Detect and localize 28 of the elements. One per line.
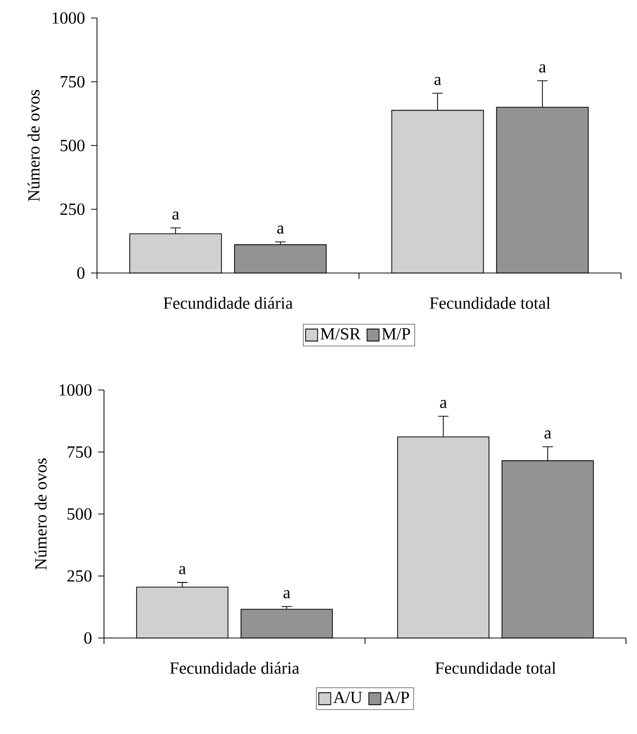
annotation: a — [284, 590, 290, 598]
annotation: a — [179, 566, 186, 574]
y-axis-title: Número de ovos — [28, 90, 40, 202]
x-tick-label: Fecundidade total — [435, 662, 556, 674]
legend-label: A/P — [383, 692, 409, 704]
y-tick-label: 750 — [60, 76, 84, 88]
legend-label: A/U — [333, 692, 362, 704]
annotation: a — [539, 64, 546, 73]
annotation: a — [172, 212, 180, 220]
y-tick-label: 250 — [60, 203, 84, 215]
legend-label: M/P — [382, 328, 410, 340]
y-tick-label: 1000 — [60, 384, 92, 396]
y-tick-label: 1000 — [52, 12, 84, 24]
annotation: a — [544, 430, 552, 439]
annotation: a — [434, 76, 442, 86]
y-tick-label: 0 — [77, 267, 84, 279]
x-tick-label: Fecundidade total — [430, 296, 550, 309]
y-tick-label: 0 — [84, 632, 92, 644]
legend-label: M/SR — [320, 328, 361, 340]
annotation: a — [440, 400, 447, 408]
y-axis-title: Número de ovos — [34, 458, 47, 570]
x-tick-label: Fecundidade diária — [170, 662, 300, 674]
y-tick-label: 500 — [68, 508, 92, 520]
annotation: a — [277, 226, 284, 234]
y-tick-label: 250 — [67, 570, 92, 582]
x-tick-label: Fecundidade diária — [164, 296, 293, 309]
y-tick-label: 750 — [68, 446, 92, 458]
y-tick-label: 500 — [60, 140, 84, 152]
